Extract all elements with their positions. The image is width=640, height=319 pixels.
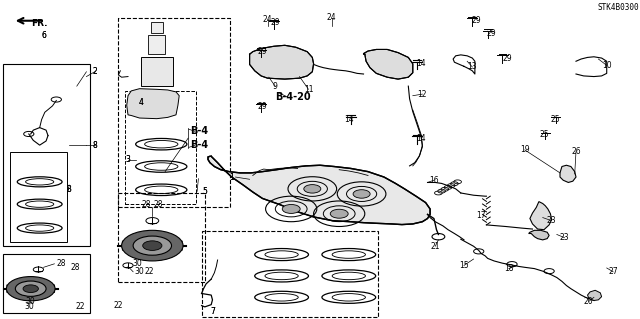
- Bar: [125, 91, 196, 204]
- Text: 22: 22: [114, 301, 123, 310]
- Text: 8: 8: [92, 141, 97, 150]
- Circle shape: [282, 204, 300, 213]
- Text: 28: 28: [154, 200, 163, 209]
- Circle shape: [143, 241, 162, 250]
- Text: 26: 26: [571, 147, 581, 156]
- Bar: [10, 152, 67, 242]
- Polygon shape: [250, 45, 314, 79]
- Text: 30: 30: [134, 267, 145, 276]
- Text: 13: 13: [467, 63, 477, 71]
- Bar: [3, 254, 90, 313]
- Text: 1: 1: [229, 173, 234, 182]
- Bar: [3, 64, 90, 246]
- Circle shape: [23, 285, 38, 293]
- Text: 30: 30: [24, 302, 34, 311]
- Text: 29: 29: [486, 29, 497, 38]
- Text: 23: 23: [547, 216, 557, 225]
- Bar: [141, 57, 173, 86]
- Text: 20: 20: [584, 297, 594, 306]
- Text: 7: 7: [211, 308, 216, 316]
- Text: B-4: B-4: [191, 126, 209, 137]
- Text: 29: 29: [257, 47, 268, 56]
- Polygon shape: [364, 49, 413, 79]
- Circle shape: [15, 281, 46, 296]
- Text: 18: 18: [504, 264, 513, 273]
- Text: 14: 14: [416, 134, 426, 143]
- Text: 24: 24: [262, 15, 273, 24]
- Text: 14: 14: [344, 115, 354, 124]
- Text: 6: 6: [41, 31, 46, 40]
- Text: 28: 28: [56, 259, 65, 268]
- Text: 29: 29: [502, 54, 512, 63]
- Text: 16: 16: [429, 176, 439, 185]
- Text: 12: 12: [418, 90, 427, 99]
- Circle shape: [330, 209, 348, 218]
- Circle shape: [304, 185, 321, 193]
- Polygon shape: [127, 89, 179, 119]
- Text: 2: 2: [92, 67, 97, 76]
- Polygon shape: [588, 290, 602, 300]
- Circle shape: [133, 236, 172, 255]
- Circle shape: [122, 230, 183, 261]
- Text: 5: 5: [202, 187, 207, 196]
- Text: 30: 30: [26, 297, 36, 306]
- Bar: [118, 18, 230, 207]
- Text: 30: 30: [132, 259, 143, 268]
- Text: 29: 29: [472, 16, 482, 25]
- Text: 3: 3: [66, 185, 71, 194]
- Text: 24: 24: [326, 13, 337, 22]
- Text: 22: 22: [145, 267, 154, 276]
- Bar: [202, 231, 378, 317]
- Text: 25: 25: [550, 115, 561, 124]
- Bar: [148, 35, 165, 54]
- Text: 1: 1: [229, 173, 234, 182]
- Polygon shape: [529, 230, 549, 240]
- Text: STK4B0300: STK4B0300: [597, 3, 639, 11]
- Polygon shape: [208, 156, 430, 225]
- Text: 21: 21: [431, 242, 440, 251]
- Bar: [151, 22, 163, 33]
- Text: 7: 7: [211, 308, 216, 316]
- Polygon shape: [530, 202, 552, 230]
- Text: 9: 9: [273, 82, 278, 91]
- Text: 17: 17: [476, 211, 486, 220]
- Text: 3: 3: [125, 155, 131, 164]
- Text: 22: 22: [76, 302, 84, 311]
- Text: FR.: FR.: [31, 19, 48, 28]
- Text: 11: 11: [304, 85, 313, 94]
- Text: 15: 15: [459, 261, 469, 270]
- Text: 25: 25: [539, 130, 549, 139]
- Text: 2: 2: [92, 67, 97, 76]
- Text: 6: 6: [41, 31, 46, 40]
- Text: B-4: B-4: [191, 140, 209, 150]
- Text: 5: 5: [202, 187, 207, 196]
- Text: 19: 19: [520, 145, 530, 154]
- Text: 4: 4: [138, 98, 143, 107]
- Text: 28: 28: [141, 200, 150, 209]
- Text: 29: 29: [270, 19, 280, 27]
- Polygon shape: [560, 165, 576, 182]
- Text: 8: 8: [92, 141, 97, 150]
- Text: 3: 3: [66, 185, 71, 194]
- Circle shape: [6, 277, 55, 301]
- Text: 3: 3: [125, 155, 131, 164]
- Text: 10: 10: [602, 61, 612, 70]
- Text: B-4-20: B-4-20: [275, 92, 311, 102]
- Text: 14: 14: [416, 59, 426, 68]
- Text: 4: 4: [138, 98, 143, 107]
- Text: 27: 27: [608, 267, 618, 276]
- Text: 29: 29: [257, 102, 268, 111]
- Bar: [118, 193, 205, 282]
- Text: 23: 23: [559, 233, 570, 242]
- Circle shape: [353, 190, 370, 198]
- Text: 28: 28: [71, 263, 80, 272]
